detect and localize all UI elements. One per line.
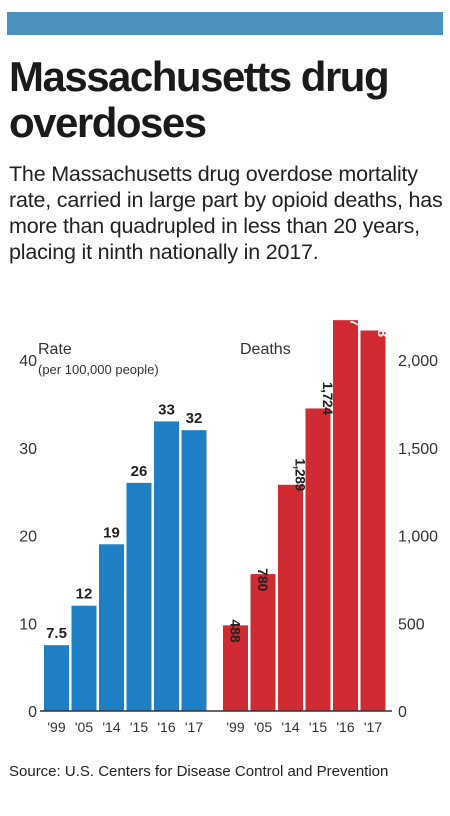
y-tick-label: 40 [19,353,37,370]
bar-rate-0 [44,645,69,711]
series-sublabel: (per 100,000 people) [38,362,159,377]
chart-description: The Massachusetts drug overdose mortalit… [9,162,443,264]
bar-rate-3 [126,482,152,711]
data-label: 488 [228,619,244,643]
x-tick-label: '99 [47,719,65,735]
x-tick-label: '16 [336,719,354,735]
data-label: 780 [255,568,271,592]
x-tick-label: '05 [254,719,272,735]
x-tick-label: '99 [226,719,244,735]
x-tick-label: '17 [185,719,203,735]
overdose-chart: 0 10 20 30 40 7.5 '99 12 '05 19 '14 26 '15 33 '16 32 '17… [19,320,438,735]
x-tick-label: '16 [157,719,175,735]
x-tick-label: '15 [309,719,327,735]
x-tick-label: '14 [102,719,120,735]
y-tick-label: 20 [19,529,37,546]
series-label: Rate [38,341,72,358]
bar-deaths-2 [278,484,303,711]
x-tick-label: '15 [130,719,148,735]
bar-deaths-3 [305,408,331,711]
y-tick-label: 1,000 [398,529,438,546]
y-tick-label: 0 [398,704,407,721]
data-label: 26 [131,463,148,480]
data-label: 1,289 [293,458,309,491]
y-tick-label: 10 [19,616,37,633]
data-label: 32 [186,410,203,427]
bar-deaths-0 [223,625,248,711]
data-label: 12 [76,586,93,603]
data-label: 7.5 [46,625,67,642]
bar-rate-2 [99,544,124,711]
header-accent-bar [7,12,443,35]
data-label: 19 [103,524,120,541]
page-title: Massachusetts drug overdoses [9,53,390,146]
y-tick-label: 30 [19,441,37,458]
bar-rate-1 [71,605,97,711]
bar-deaths-5 [360,330,386,711]
x-tick-label: '17 [364,719,382,735]
bar-deaths-1 [250,574,276,711]
bar-rate-5 [181,430,207,711]
x-tick-label: '14 [281,719,299,735]
data-label: 33 [158,401,175,418]
x-tick-label: '05 [75,719,93,735]
y-tick-label: 1,500 [398,441,438,458]
y-tick-label: 500 [398,616,425,633]
data-label: 2,168 [375,320,391,337]
source-note: Source: U.S. Centers for Disease Control… [9,763,389,780]
data-label: 2,227 [348,320,364,327]
bar-rate-4 [154,421,179,711]
bar-deaths-4 [333,320,358,711]
series-label: Deaths [240,341,291,358]
y-tick-label: 0 [28,704,37,721]
data-label: 1,724 [320,382,336,415]
y-tick-label: 2,000 [398,353,438,370]
